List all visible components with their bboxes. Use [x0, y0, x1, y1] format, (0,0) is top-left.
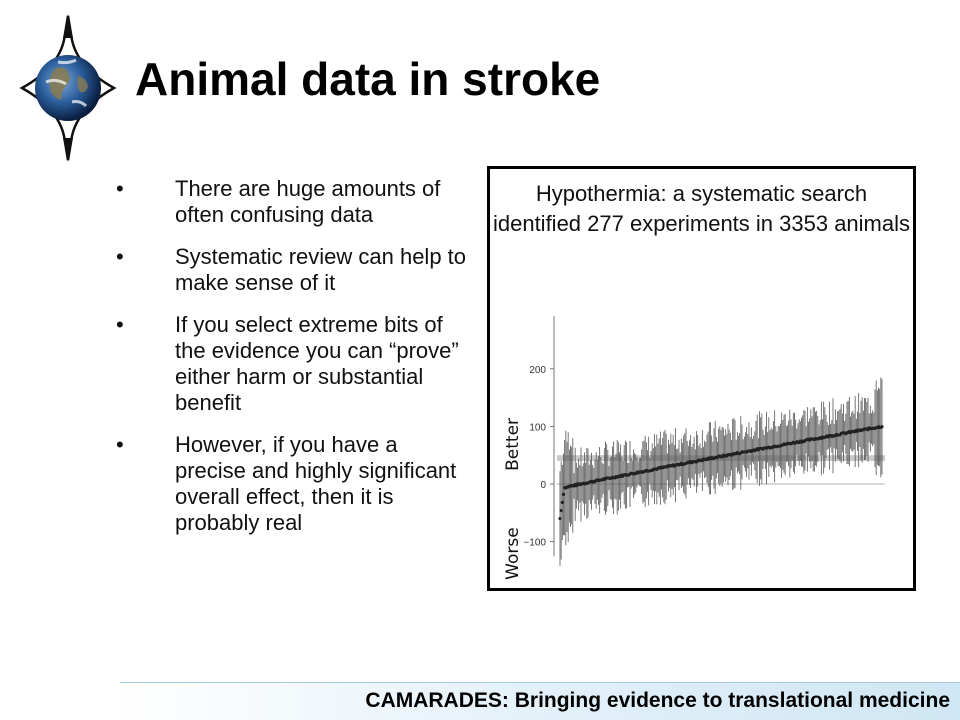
bullet-list: • There are huge amounts of often confusi… — [100, 176, 470, 552]
figure-caption: Hypothermia: a systematic search identif… — [492, 181, 911, 236]
globe-icon — [35, 55, 101, 121]
bullet-icon: • — [116, 312, 124, 337]
bullet-item: • However, if you have a precise and high… — [100, 432, 470, 536]
experiment-point — [559, 508, 563, 513]
bullet-icon: • — [116, 432, 124, 457]
forest-plot: 200 100 0 −100 Better Worse — [503, 316, 885, 580]
y-tick-label: 200 — [529, 365, 546, 376]
bullet-item: • Systematic review can help to make sens… — [100, 244, 470, 296]
bullet-icon: • — [116, 176, 124, 201]
bullet-item: • If you select extreme bits of the evide… — [100, 312, 470, 416]
bullet-text: There are huge amounts of often confusin… — [175, 176, 441, 227]
bullet-text: However, if you have a precise and highl… — [175, 432, 457, 535]
y-tick-label: −100 — [523, 538, 546, 549]
footer-bar: CAMARADES: Bringing evidence to translat… — [0, 682, 960, 720]
footer-divider — [120, 682, 960, 683]
y-tick-label: 100 — [529, 422, 546, 433]
bullet-icon: • — [116, 244, 124, 269]
figure-panel: Hypothermia: a systematic search identif… — [487, 166, 916, 591]
bullet-text: If you select extreme bits of the eviden… — [175, 312, 459, 415]
y-tick-label: 0 — [540, 480, 546, 491]
slide-title: Animal data in stroke — [135, 53, 601, 105]
experiment-point — [560, 500, 564, 505]
better-label: Better — [503, 418, 523, 471]
worse-label: Worse — [503, 527, 523, 580]
bullet-item: • There are huge amounts of often confusi… — [100, 176, 470, 228]
experiment-point — [558, 516, 562, 521]
footer-text: CAMARADES: Bringing evidence to translat… — [365, 689, 950, 712]
experiment-point — [561, 492, 566, 496]
bullet-text: Systematic review can help to make sense… — [175, 244, 467, 295]
experiment-point — [880, 425, 884, 429]
camarades-logo — [19, 14, 117, 162]
